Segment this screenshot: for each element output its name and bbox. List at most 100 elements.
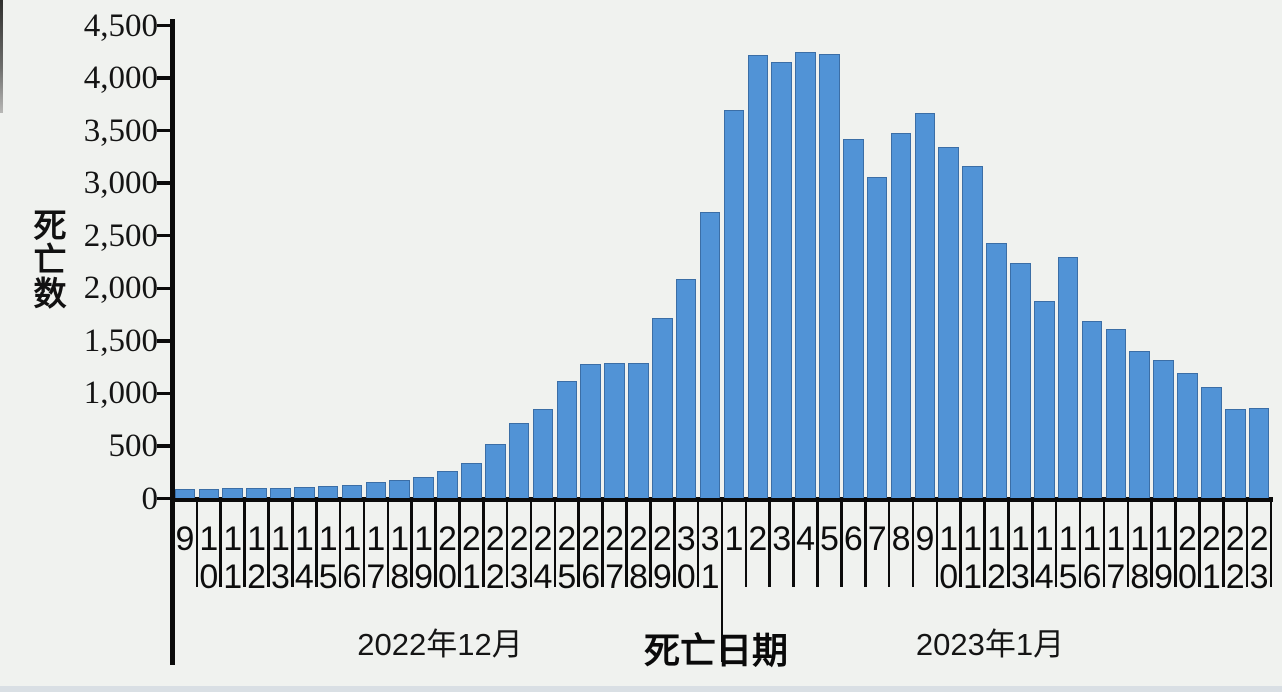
x-tick-digit-row1: 2 [1201,520,1221,558]
x-tick-digit-row2: 9 [414,558,434,596]
x-axis-separator [458,500,461,587]
x-tick-digit-row2: 7 [605,558,625,596]
x-tick-digit-row2: 2 [1225,558,1245,596]
y-tick-label: 0 [141,480,159,517]
x-tick-digit-row1: 1 [1130,520,1150,558]
x-tick-label: 7 [865,521,889,597]
bar-13 [1010,263,1031,499]
x-tick-digit-row2: 8 [1130,558,1150,596]
x-tick-digit-row1: 1 [247,520,266,558]
y-tick-label: 4,500 [83,7,158,44]
bar-22 [1224,408,1246,499]
bar-19 [1153,359,1174,499]
x-tick-digit-row1: 1 [1058,520,1078,558]
x-tick-digit-row2: 1 [461,558,481,596]
x-axis-separator [314,500,318,587]
x-tick-digit-row1: 2 [1178,520,1197,558]
x-axis-separator [1054,500,1058,587]
y-tick-mark [157,286,172,290]
x-tick-digit-row2: 3 [270,558,290,596]
x-tick-digit-row1: 1 [724,520,744,558]
month-label-jan-2023: 2023年1月 [915,627,1065,662]
bar-7 [866,176,888,499]
x-tick-digit-row1: 1 [199,520,219,558]
bar-15 [1057,256,1079,499]
x-axis-separator [1078,500,1082,587]
bar-20 [437,471,458,499]
x-tick-digit-row2: 2 [247,558,266,596]
x-axis-separator [529,500,533,587]
bar-27 [604,362,625,499]
x-axis-separator [1007,500,1010,587]
x-axis-separator [720,500,724,662]
x-axis-separator [672,500,676,587]
x-tick-digit-row1: 1 [294,520,314,558]
x-tick-digit-row2: 5 [1058,558,1078,596]
bar-8 [890,132,912,499]
bar-10 [198,488,220,499]
bar-12 [246,487,267,499]
bar-28 [628,362,649,499]
x-tick-digit-row2: 6 [342,558,362,596]
bar-23 [1248,408,1270,499]
x-axis-separator [505,500,509,587]
x-tick-label: 2 [746,521,770,597]
x-tick-label: 3 [770,521,794,597]
y-tick-mark [157,234,172,238]
bar-2 [747,54,769,499]
x-axis-separator [386,500,390,587]
x-tick-digit-row1: 8 [891,520,911,558]
bar-25 [556,380,578,499]
x-tick-digit-row2: 0 [939,558,959,596]
x-tick-digit-row1: 9 [915,520,935,558]
x-tick-digit-row1: 2 [438,520,457,558]
bar-21 [1201,387,1222,499]
y-tick-label: 4,000 [83,60,158,97]
bar-9 [914,112,936,499]
bar-29 [652,317,673,499]
x-axis-separator [983,500,986,587]
bar-11 [962,166,983,499]
x-axis-separator [1174,500,1177,587]
y-tick-mark [157,23,172,28]
y-tick-label: 500 [108,427,159,464]
x-tick-digit-row2: 1 [1201,558,1221,596]
x-tick-digit-row2: 4 [1034,558,1054,596]
x-tick-digit-row1: 1 [318,520,338,558]
bar-19 [413,477,434,499]
x-tick-digit-row1: 2 [1225,520,1245,558]
x-axis-separator [1126,500,1130,587]
x-tick-digit-row1: 1 [270,520,290,558]
x-axis-separator [1245,500,1249,587]
x-tick-digit-row2: 2 [987,558,1006,596]
x-axis-separator [577,500,581,587]
bar-14 [293,487,315,499]
x-tick-digit-row2: 4 [294,558,314,596]
bar-26 [580,363,602,499]
bar-21 [461,463,482,499]
x-axis-separator [338,500,342,587]
y-tick-mark [157,181,172,185]
x-axis-separator [792,500,795,587]
x-tick-digit-row2: 3 [509,558,529,596]
x-tick-label: 9 [173,521,197,597]
x-axis-separator [1150,500,1153,587]
x-tick-digit-row1: 3 [700,520,720,558]
bar-10 [938,147,960,499]
